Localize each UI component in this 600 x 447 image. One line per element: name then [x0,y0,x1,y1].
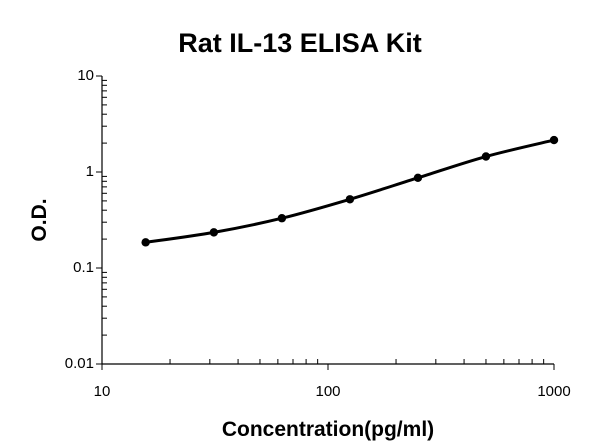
y-minor-ticks [96,75,107,365]
x-tick-label: 10 [94,383,111,400]
data-point [141,238,150,247]
chart-title: Rat IL-13 ELISA Kit [178,28,422,58]
data-point [277,214,287,223]
x-tick-label: 1000 [537,383,570,400]
data-point [549,135,559,145]
y-tick-label: 1 [86,163,94,180]
data-point [345,195,355,204]
x-minor-ticks [101,359,555,370]
y-axis-title: O.D. [28,198,51,241]
x-tick-label: 100 [315,383,340,400]
series-line [144,138,556,244]
y-tick-label: 0.01 [65,355,94,372]
y-tick-label: 0.1 [73,259,94,276]
data-point [481,152,491,161]
plot-area [141,135,559,247]
x-axis-title: Concentration(pg/ml) [222,418,434,441]
data-point [209,228,219,237]
axes [101,76,554,365]
y-tick-label: 10 [77,67,94,84]
y-tick-labels: 0.01 0.1 1 10 [65,67,94,372]
data-points [141,135,559,247]
x-tick-labels: 10 100 1000 [94,383,571,400]
data-point [413,173,423,183]
